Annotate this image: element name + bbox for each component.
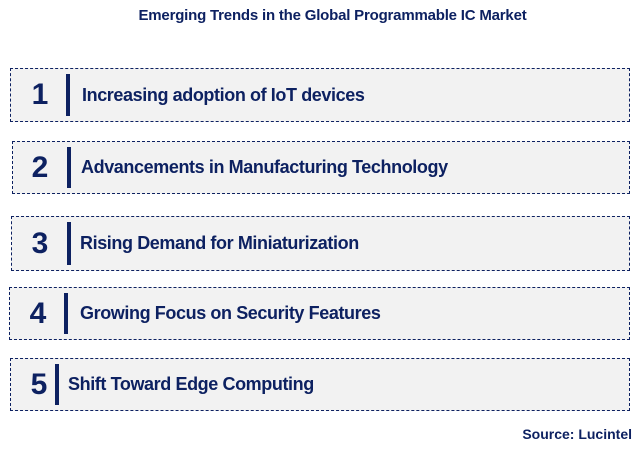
- divider-bar: [55, 364, 59, 405]
- trend-label: Rising Demand for Miniaturization: [80, 233, 359, 253]
- trend-label: Advancements in Manufacturing Technology: [81, 157, 448, 177]
- divider-bar: [67, 147, 71, 188]
- trend-number: 1: [31, 78, 49, 111]
- trend-label: Shift Toward Edge Computing: [68, 374, 314, 394]
- trend-label: Growing Focus on Security Features: [80, 303, 381, 323]
- diagram-title: Emerging Trends in the Global Programmab…: [138, 7, 527, 24]
- trend-number: 5: [30, 367, 48, 401]
- trend-item-1: 1 Increasing adoption of IoT devices: [10, 68, 630, 122]
- trend-number: 4: [29, 296, 47, 330]
- trend-item-5: 5 Shift Toward Edge Computing: [10, 358, 630, 411]
- divider-bar: [64, 293, 68, 334]
- trend-item-2: 2 Advancements in Manufacturing Technolo…: [12, 141, 630, 194]
- trend-label: Increasing adoption of IoT devices: [82, 84, 365, 105]
- trend-item-4: 4 Growing Focus on Security Features: [9, 287, 630, 340]
- trend-item-3: 3 Rising Demand for Miniaturization: [11, 216, 630, 271]
- divider-bar: [66, 74, 70, 116]
- trend-number: 2: [31, 150, 49, 184]
- trend-number: 3: [31, 226, 49, 260]
- divider-bar: [67, 222, 71, 265]
- source-note: Source: Lucintel: [522, 426, 632, 442]
